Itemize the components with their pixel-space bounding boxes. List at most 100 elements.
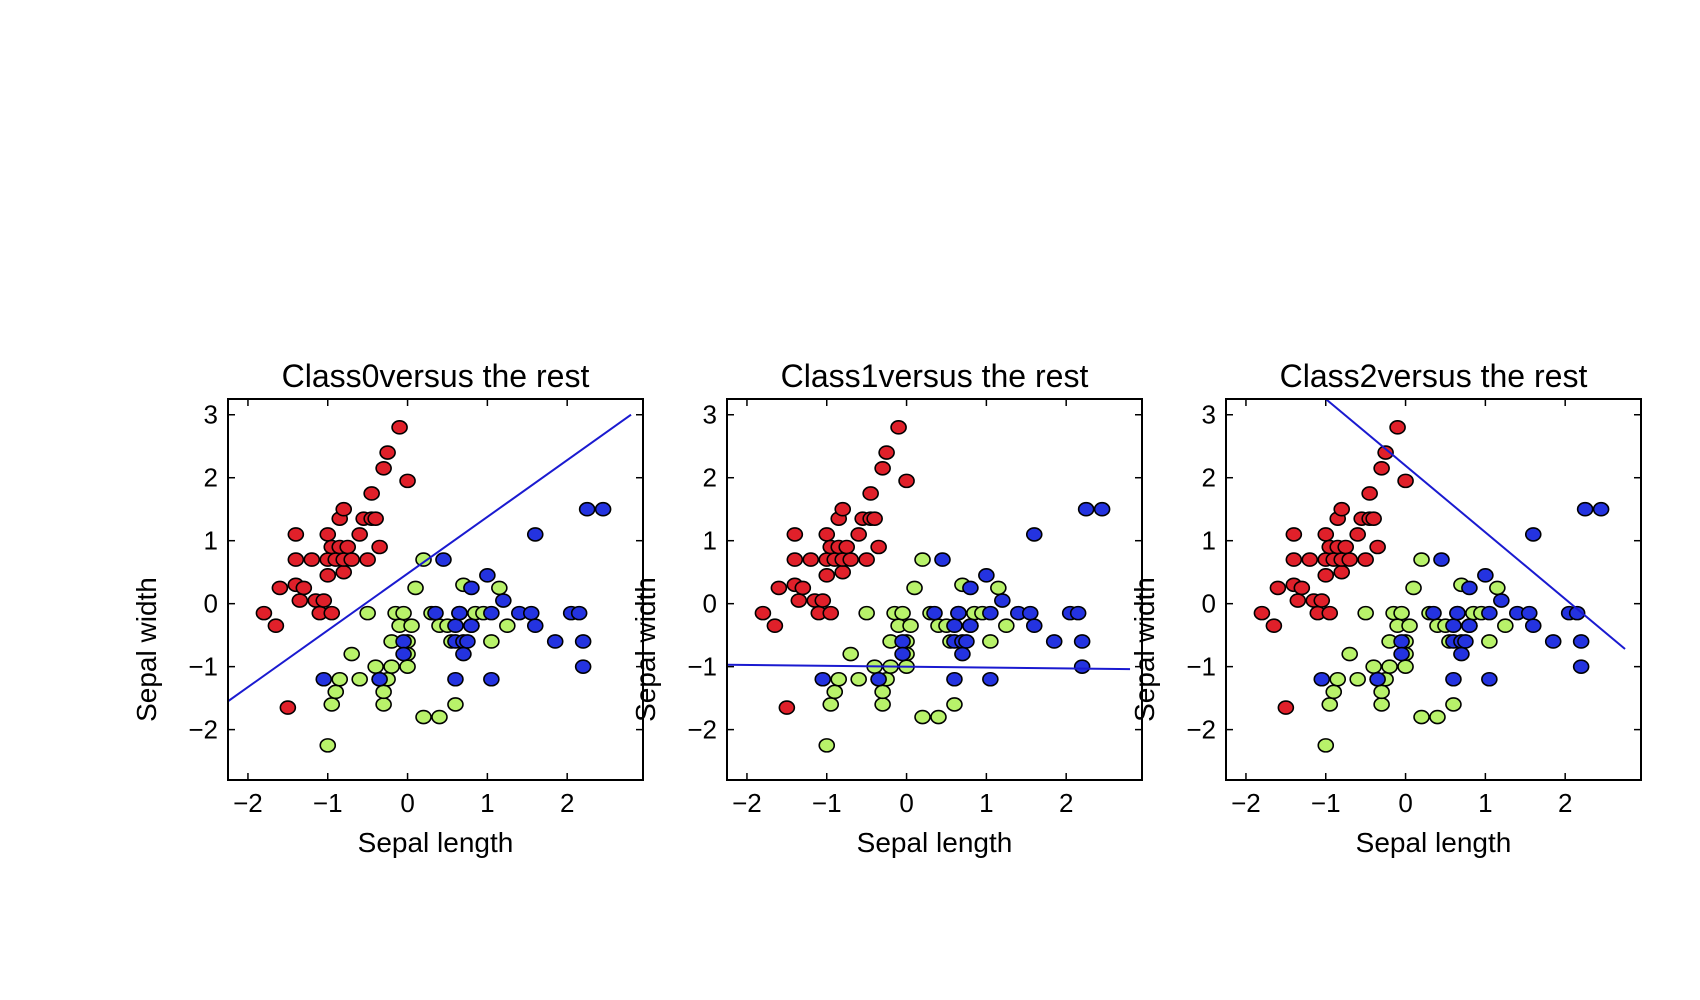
point-series-2 [1576, 501, 1594, 517]
point-series-0 [898, 473, 915, 489]
point-series-1 [822, 697, 840, 712]
point-series-2 [1073, 634, 1091, 649]
panel-2: Class2versus the rest −2 −1 0 1 2 −2 −1 0 1 2 3 Sepa… [1129, 358, 1642, 858]
point-series-0 [1293, 580, 1311, 596]
x-tick-label: −1 [313, 788, 343, 818]
y-tick-label: 3 [1202, 400, 1216, 430]
point-series-0 [315, 593, 333, 608]
y-tick-label: −1 [188, 652, 218, 682]
point-series-0 [1397, 473, 1414, 489]
panel-title: Class1versus the rest [781, 358, 1089, 394]
x-tick-label: 0 [400, 788, 414, 818]
point-series-1 [982, 634, 999, 649]
point-series-2 [1021, 605, 1039, 621]
point-series-1 [331, 671, 349, 687]
point-series-2 [1369, 671, 1386, 687]
point-series-2 [946, 618, 963, 634]
point-series-1 [375, 697, 392, 712]
y-tick-label: −2 [188, 715, 218, 745]
x-tick-label: −2 [233, 788, 263, 818]
point-series-2 [1592, 501, 1610, 517]
point-series-0 [1373, 460, 1390, 476]
point-series-2 [1025, 527, 1043, 542]
point-series-1 [499, 618, 516, 634]
y-tick-label: 3 [204, 400, 218, 430]
point-series-0 [303, 552, 321, 567]
x-axis-label: Sepal length [1356, 827, 1512, 858]
x-axis-label: Sepal length [358, 827, 514, 858]
point-series-2 [463, 618, 480, 634]
point-series-2 [427, 605, 444, 621]
point-series-2 [894, 646, 911, 662]
point-series-2 [1445, 618, 1462, 634]
y-tick-label: −1 [687, 652, 717, 682]
point-series-1 [1349, 671, 1366, 687]
panel-title: Class0versus the rest [282, 358, 590, 394]
panel-title: Class2versus the rest [1280, 358, 1588, 394]
x-tick-label: 2 [1558, 788, 1572, 818]
point-series-1 [1489, 580, 1506, 596]
point-series-0 [778, 700, 796, 715]
point-series-0 [1317, 568, 1335, 583]
point-series-0 [271, 580, 289, 596]
point-series-0 [1369, 539, 1386, 555]
panel-0: Class0versus the rest −2 −1 0 1 2 −2 −1 0 1 2 3 Sepa… [131, 358, 644, 858]
point-series-2 [447, 671, 464, 687]
point-series-2 [435, 552, 452, 567]
point-series-0 [794, 580, 812, 596]
x-tick-label: 1 [480, 788, 494, 818]
point-series-1 [403, 618, 420, 634]
points [754, 420, 1111, 753]
y-tick-label: 2 [204, 463, 218, 493]
point-series-1 [367, 659, 384, 674]
point-series-2 [574, 634, 592, 649]
point-series-1 [1357, 605, 1374, 621]
point-series-2 [1073, 659, 1091, 674]
point-series-1 [415, 709, 432, 725]
point-series-1 [826, 684, 844, 700]
point-series-2 [1425, 605, 1442, 621]
point-series-2 [522, 605, 540, 621]
y-tick-label: −1 [1186, 652, 1216, 682]
point-series-1 [1429, 709, 1446, 725]
point-series-2 [594, 501, 612, 517]
point-series-0 [1321, 605, 1339, 621]
decision-line [1325, 399, 1626, 650]
point-series-2 [1457, 634, 1474, 649]
point-series-1 [359, 605, 376, 621]
point-series-2 [978, 568, 995, 583]
point-series-2 [950, 605, 967, 621]
point-series-0 [1357, 552, 1374, 567]
point-series-0 [1365, 511, 1382, 526]
point-series-2 [1313, 671, 1331, 687]
point-series-1 [1497, 618, 1514, 634]
point-series-1 [491, 580, 508, 596]
panel-1: Class1versus the rest −2 −1 0 1 2 −2 −1 0 1 2 3 Sepa… [630, 358, 1143, 858]
point-series-2 [962, 580, 979, 596]
point-series-2 [982, 671, 999, 687]
point-series-0 [287, 527, 305, 542]
point-series-0 [1337, 539, 1355, 555]
point-series-0 [279, 700, 297, 715]
point-series-2 [395, 646, 412, 662]
point-series-2 [994, 593, 1011, 608]
point-series-2 [1433, 552, 1450, 567]
point-series-2 [447, 618, 464, 634]
point-series-0 [802, 552, 820, 567]
x-axis-label: Sepal length [857, 827, 1013, 858]
point-series-0 [1361, 486, 1378, 501]
point-series-0 [1389, 420, 1406, 435]
point-series-1 [415, 552, 432, 567]
point-series-1 [431, 709, 448, 725]
point-series-2 [870, 671, 887, 687]
point-series-0 [1317, 527, 1335, 542]
point-series-0 [842, 552, 860, 567]
point-series-1 [946, 697, 963, 712]
point-series-2 [451, 605, 468, 621]
point-series-0 [890, 420, 907, 435]
point-series-2 [479, 568, 496, 583]
point-series-0 [391, 420, 408, 435]
point-series-2 [1477, 568, 1494, 583]
point-series-2 [455, 646, 472, 662]
point-series-1 [375, 684, 392, 700]
